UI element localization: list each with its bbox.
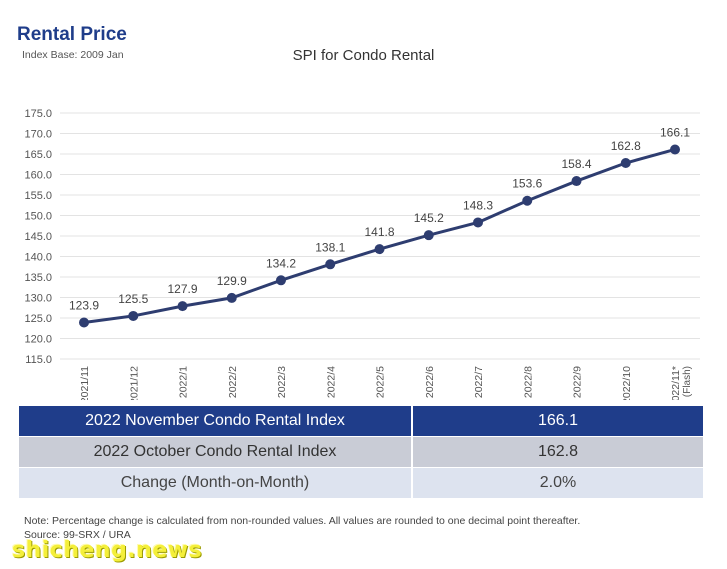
index-summary-table: 2022 November Condo Rental Index 166.1 2…	[19, 405, 703, 499]
data-label: 158.4	[561, 157, 591, 171]
y-tick-label: 175.0	[24, 108, 52, 120]
data-point	[522, 195, 533, 206]
data-label: 123.9	[69, 299, 99, 313]
line-chart: 115.0 120.0 125.0 130.0 135.0 140.0 145.0 150.0…	[24, 108, 700, 400]
table-row-change: Change (Month-on-Month) 2.0%	[19, 468, 703, 498]
table-row-label: 2022 November Condo Rental Index	[19, 406, 413, 436]
y-tick-label: 155.0	[24, 190, 52, 202]
x-tick-note: (Flash)	[682, 366, 693, 397]
y-tick-label: 150.0	[24, 211, 52, 223]
x-tick-label: 2021/12	[128, 366, 140, 400]
page-title: Rental Price	[17, 24, 127, 45]
data-point	[128, 310, 139, 321]
data-labels: 123.9 125.5 127.9 129.9 134.2 138.1 141.8 145.2…	[69, 125, 690, 312]
data-point	[374, 244, 385, 255]
x-axis-ticks: 2021/11 2021/12 2022/1 2022/2 2022/3 2022/4 20…	[79, 366, 693, 400]
footnote: Note: Percentage change is calculated fr…	[24, 515, 581, 527]
y-tick-label: 165.0	[24, 149, 52, 161]
y-tick-label: 140.0	[24, 252, 52, 264]
data-label: 129.9	[217, 274, 247, 288]
table-row-november: 2022 November Condo Rental Index 166.1	[19, 406, 703, 436]
table-row-value: 2.0%	[413, 468, 703, 498]
x-tick-label: 2022/2	[227, 366, 239, 398]
y-tick-label: 115.0	[25, 354, 52, 366]
chart-title: SPI for Condo Rental	[292, 47, 435, 64]
data-point	[670, 144, 680, 155]
data-label: 138.1	[315, 240, 345, 254]
data-point	[423, 230, 434, 241]
y-tick-label: 145.0	[24, 231, 52, 243]
source-note: Source: 99-SRX / URA	[24, 529, 131, 541]
data-point	[226, 292, 237, 303]
table-row-label: Change (Month-on-Month)	[19, 468, 413, 498]
data-point	[325, 259, 336, 270]
x-tick-label: 2022/7	[473, 366, 485, 398]
data-points	[79, 144, 680, 328]
x-tick-label: 2022/4	[325, 366, 337, 398]
x-tick-label: 2022/8	[522, 366, 534, 398]
data-label: 148.3	[463, 198, 493, 212]
y-tick-label: 170.0	[24, 129, 52, 141]
data-point	[473, 217, 483, 228]
data-point	[79, 317, 89, 328]
x-tick-label: 2022/3	[276, 366, 288, 398]
data-label: 153.6	[512, 177, 542, 191]
x-tick-label: 2022/10	[621, 366, 633, 400]
y-tick-label: 130.0	[24, 293, 52, 305]
y-tick-label: 120.0	[24, 334, 52, 346]
x-tick-label: 2022/9	[572, 366, 584, 398]
data-point	[571, 176, 582, 187]
data-label: 166.1	[660, 125, 690, 139]
x-tick-label: 2022/6	[424, 366, 436, 398]
x-tick-label: 2022/5	[375, 366, 387, 398]
x-tick-label: 2022/11*	[670, 366, 682, 400]
table-row-value: 162.8	[413, 437, 703, 467]
index-base-subtitle: Index Base: 2009 Jan	[22, 49, 124, 61]
data-label: 127.9	[167, 282, 197, 296]
table-row-value: 166.1	[413, 406, 703, 436]
data-label: 162.8	[611, 139, 641, 153]
table-row-label: 2022 October Condo Rental Index	[19, 437, 413, 467]
y-tick-label: 135.0	[24, 272, 52, 284]
grid-lines	[60, 112, 700, 360]
data-point	[177, 301, 188, 312]
data-label: 134.2	[266, 256, 296, 270]
data-label: 125.5	[118, 292, 148, 306]
x-tick-label: 2022/1	[178, 366, 190, 398]
data-label: 141.8	[364, 225, 394, 239]
y-axis-ticks: 115.0 120.0 125.0 130.0 135.0 140.0 145.0 150.0…	[24, 108, 52, 366]
data-point	[276, 275, 286, 286]
data-point	[620, 158, 631, 169]
y-tick-label: 160.0	[24, 170, 52, 182]
watermark-text: shicheng.news	[12, 538, 203, 563]
data-label: 145.2	[414, 211, 444, 225]
x-tick-label: 2021/11	[79, 366, 91, 400]
y-tick-label: 125.0	[24, 313, 52, 325]
table-row-october: 2022 October Condo Rental Index 162.8	[19, 437, 703, 467]
